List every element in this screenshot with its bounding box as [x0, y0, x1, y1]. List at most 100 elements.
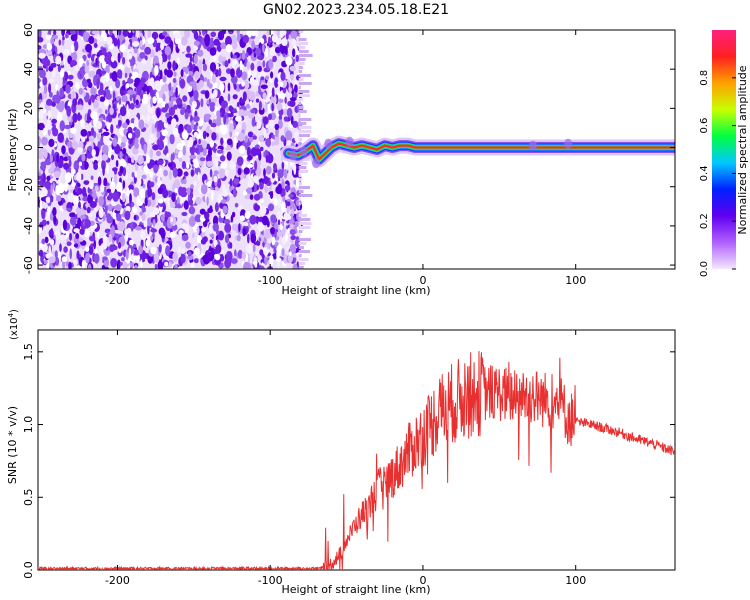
noise-speck	[247, 233, 250, 244]
noise-speck	[234, 249, 237, 257]
noise-speck	[142, 184, 146, 188]
spectrogram-frame	[37, 29, 676, 270]
noise-speck	[289, 65, 297, 72]
noise-speck	[268, 36, 271, 46]
noise-edge	[298, 102, 302, 105]
noise-speck	[273, 163, 277, 171]
noise-speck	[112, 137, 118, 147]
noise-speck	[119, 158, 126, 167]
noise-speck	[269, 85, 273, 94]
noise-speck	[95, 120, 103, 130]
noise-speck	[216, 110, 221, 118]
noise-speck	[257, 221, 265, 232]
noise-speck	[122, 57, 126, 65]
noise-edge	[298, 134, 310, 137]
noise-speck	[81, 186, 87, 197]
noise-speck	[288, 87, 292, 93]
noise-speck	[286, 107, 293, 118]
noise-speck	[259, 205, 267, 216]
noise-speck	[254, 160, 258, 171]
noise-speck	[57, 65, 62, 73]
noise-speck	[147, 161, 153, 169]
noise-speck	[238, 223, 241, 232]
noise-speck	[269, 118, 275, 128]
noise-speck	[160, 52, 168, 63]
noise-edge	[298, 238, 311, 241]
noise-speck	[226, 151, 232, 161]
noise-speck	[118, 119, 122, 127]
noise-speck	[149, 171, 153, 178]
noise-speck	[225, 44, 232, 53]
noise-speck	[244, 222, 249, 227]
noise-speck	[125, 205, 131, 213]
noise-speck	[138, 177, 142, 186]
noise-speck	[141, 213, 146, 222]
noise-speck	[244, 135, 249, 143]
x-tick-label: 0	[419, 274, 426, 287]
noise-speck	[170, 96, 174, 108]
noise-speck	[189, 154, 197, 160]
noise-speck	[246, 146, 251, 157]
noise-speck	[119, 165, 124, 174]
noise-speck	[128, 30, 132, 33]
noise-edge	[298, 118, 312, 121]
noise-speck	[152, 218, 156, 227]
noise-speck	[270, 227, 275, 235]
noise-speck	[39, 200, 43, 210]
noise-speck	[222, 187, 229, 197]
noise-speck	[201, 227, 206, 233]
noise-speck	[156, 159, 164, 165]
noise-speck	[70, 44, 75, 53]
noise-speck	[169, 199, 173, 205]
noise-speck	[276, 30, 281, 37]
noise-speck	[147, 30, 151, 40]
noise-speck	[267, 203, 275, 212]
noise-speck	[46, 51, 53, 55]
noise-edge	[298, 54, 313, 57]
noise-speck	[112, 103, 116, 110]
noise-speck	[112, 218, 116, 226]
snr-scale-label: (x104)	[7, 309, 20, 340]
noise-speck	[61, 30, 65, 37]
noise-speck	[161, 129, 168, 137]
noise-speck	[138, 245, 144, 255]
noise-speck	[158, 244, 162, 253]
noise-speck	[288, 193, 294, 198]
noise-speck	[62, 36, 65, 41]
noise-speck	[160, 42, 165, 51]
noise-speck	[271, 34, 278, 43]
noise-speck	[261, 215, 269, 226]
noise-speck	[96, 35, 100, 46]
noise-speck	[124, 210, 131, 221]
noise-speck	[263, 176, 269, 185]
noise-edge	[298, 38, 307, 41]
noise-speck	[252, 175, 259, 184]
snr-frame	[37, 329, 676, 571]
noise-speck	[53, 215, 57, 225]
noise-speck	[198, 80, 205, 88]
noise-edge	[298, 194, 313, 197]
noise-speck	[274, 123, 280, 131]
noise-speck	[264, 228, 272, 239]
noise-speck	[186, 162, 190, 169]
noise-speck	[73, 228, 80, 233]
noise-speck	[173, 71, 177, 77]
noise-speck	[224, 234, 230, 244]
noise-speck	[90, 127, 95, 136]
noise-speck	[213, 89, 218, 98]
noise-speck	[47, 117, 50, 125]
noise-speck	[216, 149, 224, 154]
noise-speck	[292, 263, 298, 269]
noise-speck	[257, 65, 262, 72]
noise-speck	[139, 40, 143, 48]
noise-speck	[265, 154, 269, 163]
noise-speck	[188, 216, 196, 227]
noise-edge	[298, 198, 301, 201]
noise-speck	[104, 99, 109, 107]
noise-speck	[286, 201, 291, 207]
noise-speck	[289, 229, 296, 236]
noise-speck	[47, 110, 52, 119]
noise-speck	[265, 129, 269, 134]
noise-speck	[278, 115, 283, 121]
noise-speck	[139, 81, 145, 88]
